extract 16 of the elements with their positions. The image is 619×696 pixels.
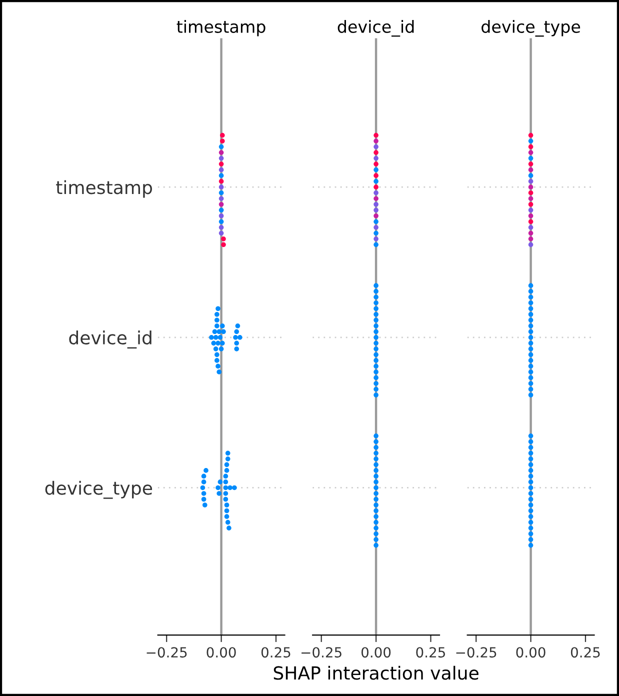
x-tick-label: 0.25 <box>261 647 290 658</box>
chart-title: device_id <box>338 20 414 37</box>
chart-title: device_type <box>482 20 580 37</box>
x-tick-label: −0.25 <box>302 647 342 658</box>
x-tick-label: 0.00 <box>516 647 546 658</box>
x-tick-label: −0.25 <box>456 647 496 658</box>
y-tick-label: timestamp <box>56 180 152 198</box>
x-tick-label: 0.00 <box>206 647 236 658</box>
chart-title: timestamp <box>176 20 266 36</box>
x-tick-label: 0.00 <box>361 647 391 658</box>
y-tick-label: device_id <box>69 330 152 349</box>
x-tick-label: 0.25 <box>416 647 445 658</box>
x-tick-label: 0.25 <box>570 647 600 658</box>
x-tick-label: −0.25 <box>146 647 187 658</box>
x-axis-title: SHAP interaction value <box>274 666 478 680</box>
y-tick-label: device_type <box>45 480 152 499</box>
